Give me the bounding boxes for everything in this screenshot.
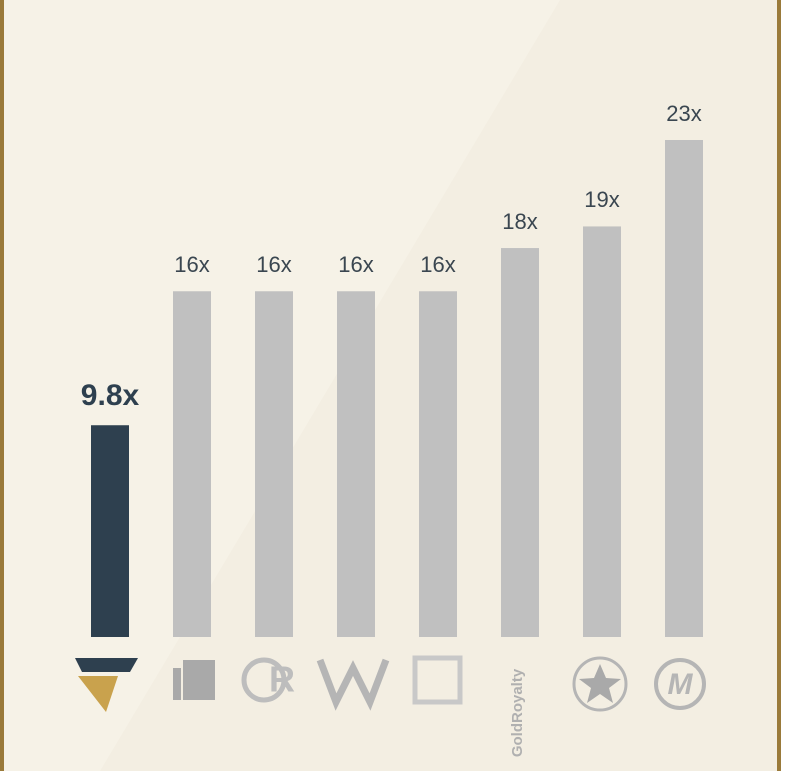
logo — [75, 658, 138, 672]
value-label: 23x — [666, 101, 701, 126]
logo — [654, 658, 706, 710]
value-label: 18x — [502, 209, 537, 234]
margin — [781, 0, 791, 771]
logo — [412, 655, 463, 705]
value-label: 16x — [256, 252, 291, 277]
value-label: 16x — [338, 252, 373, 277]
bar — [583, 226, 621, 637]
logo: R — [269, 659, 295, 700]
border-right — [777, 0, 781, 771]
logo — [572, 656, 628, 712]
value-label: 9.8x — [81, 379, 140, 412]
bar — [255, 291, 293, 637]
x-tick-label: GoldRoyalty — [509, 668, 526, 757]
logo — [316, 658, 390, 711]
value-label: 16x — [174, 252, 209, 277]
logos: R M — [75, 655, 706, 712]
bar — [665, 140, 703, 637]
bar — [501, 248, 539, 638]
logo — [241, 657, 287, 703]
bar — [419, 291, 457, 637]
bar — [91, 425, 129, 637]
bar — [173, 291, 211, 637]
border-left — [0, 0, 4, 771]
value-label: 19x — [584, 187, 619, 212]
value-label: 16x — [420, 252, 455, 277]
logo — [173, 660, 215, 700]
logo: M — [668, 668, 694, 701]
logo — [78, 676, 118, 712]
logo — [579, 664, 621, 703]
bar — [337, 291, 375, 637]
